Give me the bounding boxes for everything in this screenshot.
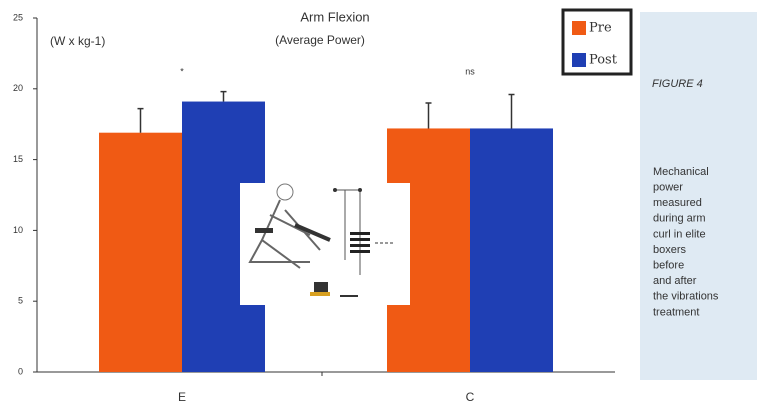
- caption-line: measured: [653, 197, 702, 209]
- error-bar: [425, 102, 432, 129]
- error-bar: [137, 107, 144, 133]
- legend-label: Pre: [589, 21, 612, 36]
- caption-panel: [640, 12, 757, 380]
- legend-swatch: [572, 21, 586, 35]
- caption-line: and after: [653, 275, 697, 287]
- y-tick-label: 0: [18, 366, 23, 376]
- chart-title: Arm Flexion: [300, 9, 369, 24]
- inset-illustration: [240, 183, 410, 305]
- y-tick-label: 20: [13, 83, 23, 93]
- caption-line: treatment: [653, 306, 699, 318]
- chart-subtitle: (Average Power): [275, 33, 365, 47]
- figure-label: FIGURE 4: [652, 78, 703, 90]
- x-tick-label: C: [466, 390, 475, 404]
- caption-line: curl in elite: [653, 228, 706, 240]
- error-bar: [220, 90, 227, 102]
- error-bar: [508, 93, 515, 129]
- annotation: *: [180, 66, 184, 76]
- bar: [470, 128, 553, 372]
- caption-line: before: [653, 260, 684, 272]
- legend-label: Post: [589, 53, 618, 68]
- caption-line: Mechanical: [653, 166, 709, 178]
- annotation: ns: [465, 66, 475, 76]
- x-tick-label: E: [178, 390, 186, 404]
- legend-swatch: [572, 53, 586, 67]
- y-tick-label: 10: [13, 225, 23, 235]
- caption-line: power: [653, 182, 683, 194]
- y-tick-label: 25: [13, 12, 23, 22]
- y-tick-label: 5: [18, 296, 23, 306]
- bar: [99, 132, 182, 372]
- caption-line: during arm: [653, 213, 706, 225]
- caption-line: the vibrations: [653, 291, 719, 303]
- caption-line: boxers: [653, 244, 687, 256]
- y-tick-label: 15: [13, 154, 23, 164]
- y-axis-label: (W x kg-1): [50, 34, 105, 48]
